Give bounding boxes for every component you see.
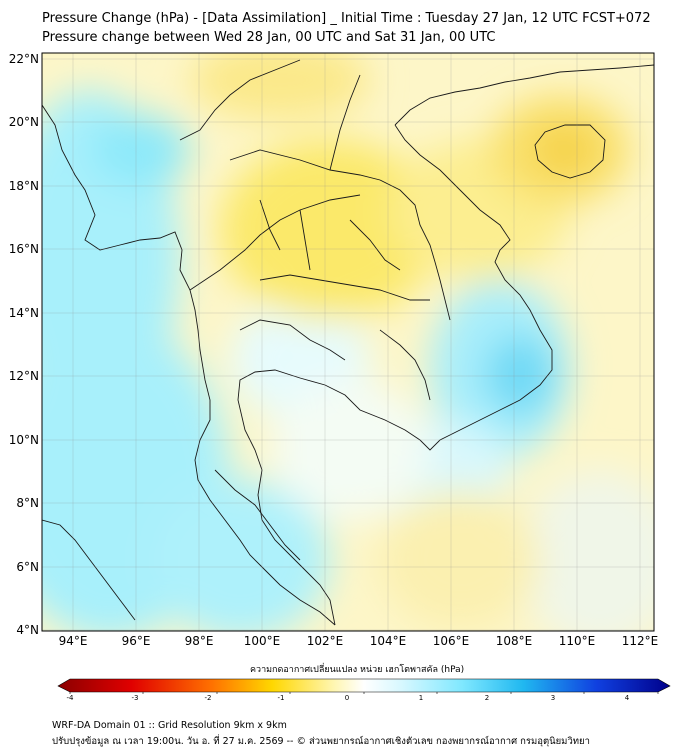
colorbar-tick-label: 3 (551, 694, 555, 702)
lon-tick-label: 106°E (433, 634, 470, 648)
colorbar-tick-label: -2 (205, 694, 212, 702)
lat-tick-label: 22°N (9, 52, 39, 66)
lat-tick-label: 6°N (16, 560, 39, 574)
lon-tick-label: 112°E (622, 634, 659, 648)
lat-tick-label: 10°N (9, 433, 39, 447)
lat-tick-label: 18°N (9, 179, 39, 193)
map-title: Pressure Change (hPa) - [Data Assimilati… (42, 11, 651, 26)
lat-tick-label: 8°N (16, 496, 39, 510)
lat-tick-label: 14°N (9, 306, 39, 320)
colorbar-tick-label: -3 (132, 694, 139, 702)
colorbar-tick-label: 4 (625, 694, 630, 702)
lon-tick-label: 110°E (559, 634, 596, 648)
colorbar: -4 -3 -2 -1 0 1 2 3 4 (57, 678, 671, 702)
lat-tick-label: 16°N (9, 242, 39, 256)
map-frame (41, 52, 655, 632)
colorbar-title: ความกดอากาศเปลี่ยนแปลง หน่วย เฮกโตพาสคัล… (250, 665, 465, 675)
colorbar-tick-label: 0 (345, 694, 349, 702)
lon-tick-label: 108°E (496, 634, 533, 648)
lat-tick-label: 20°N (9, 115, 39, 129)
footer-model-info: WRF-DA Domain 01 :: Grid Resolution 9km … (52, 720, 287, 731)
latitude-axis: 22°N 20°N 18°N 16°N 14°N 12°N 10°N 8°N 6… (9, 52, 39, 637)
lat-tick-label: 12°N (9, 369, 39, 383)
lon-tick-label: 102°E (307, 634, 344, 648)
pressure-field (42, 53, 654, 631)
lon-tick-label: 98°E (185, 634, 214, 648)
colorbar-tick-label: -1 (278, 694, 285, 702)
graticule (42, 53, 654, 631)
lon-tick-label: 100°E (244, 634, 281, 648)
colorbar-bar (57, 678, 671, 693)
colorbar-tick-label: 2 (485, 694, 489, 702)
longitude-axis: 94°E 96°E 98°E 100°E 102°E 104°E 106°E 1… (59, 634, 659, 648)
lon-tick-label: 104°E (370, 634, 407, 648)
map-subtitle: Pressure change between Wed 28 Jan, 00 U… (42, 30, 496, 45)
colorbar-tick-label: 1 (419, 694, 423, 702)
lat-tick-label: 4°N (16, 623, 39, 637)
colorbar-tick-label: -4 (67, 694, 75, 702)
footer-credit: ปรับปรุงข้อมูล ณ เวลา 19:00น. วัน อ. ที่… (52, 736, 590, 747)
lon-tick-label: 96°E (122, 634, 151, 648)
lon-tick-label: 94°E (59, 634, 88, 648)
